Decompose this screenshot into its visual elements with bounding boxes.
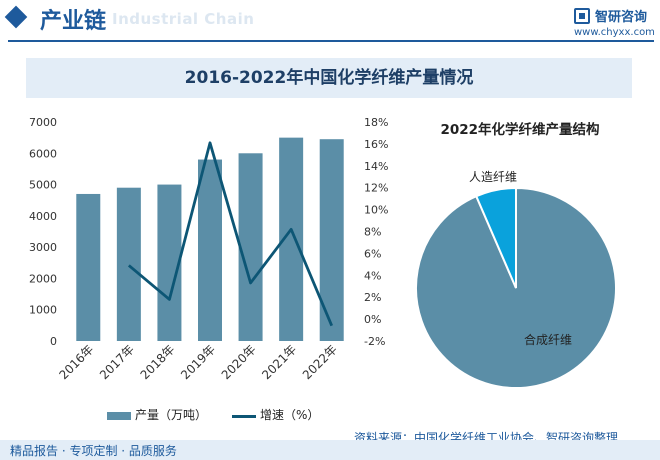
line-series — [127, 141, 334, 327]
bar-2016年 — [76, 193, 101, 341]
x-tick-label: 2017年 — [97, 342, 137, 382]
x-axis: 2016年 2017年 2018年 2019年 2020年 2021年 2022年 — [56, 342, 339, 382]
header: 产业链 Industrial Chain 智研咨询 www.chyxx.com — [0, 0, 660, 40]
bar-2020年 — [238, 153, 263, 341]
pie-label-artificial: 人造纤维 — [469, 170, 517, 184]
bar-2019年 — [198, 159, 222, 341]
section-title: 产业链 — [40, 9, 107, 34]
bar-2022年 — [319, 139, 344, 341]
y-right-tick: 2% — [364, 291, 381, 304]
bar-series — [76, 137, 344, 341]
x-tick-label: 2018年 — [138, 342, 178, 382]
y-right-tick: 16% — [364, 138, 388, 151]
x-tick-label: 2021年 — [259, 342, 299, 382]
y-left-tick: 0 — [50, 335, 57, 348]
y-left-tick: 1000 — [29, 304, 57, 317]
y-right-tick: 6% — [364, 247, 381, 260]
header-divider — [8, 40, 654, 42]
pie-label-synthetic: 合成纤维 — [524, 332, 572, 347]
legend-bar-label: 产量（万吨） — [135, 408, 208, 422]
title-band — [26, 58, 632, 98]
y-right-tick: 4% — [364, 269, 381, 282]
brand-url[interactable]: www.chyxx.com — [574, 27, 655, 38]
x-tick-label: 2022年 — [300, 342, 340, 382]
y-left-tick: 2000 — [29, 272, 57, 285]
y-left-tick: 5000 — [29, 179, 57, 192]
brand-logo-icon — [574, 8, 590, 24]
legend-line-swatch — [232, 415, 256, 418]
pie-chart: 合成纤维 人造纤维 — [415, 170, 617, 389]
brand-name: 智研咨询 — [595, 10, 648, 25]
y-left-tick: 3000 — [29, 241, 57, 254]
y-right-tick: 0% — [364, 313, 381, 326]
pie-title: 2022年化学纤维产量结构 — [440, 122, 600, 138]
growth-line — [127, 141, 334, 327]
bar-2017年 — [116, 187, 141, 341]
y-left-tick: 7000 — [29, 116, 57, 129]
y-right-tick: 12% — [364, 182, 388, 195]
y-left-tick: 4000 — [29, 210, 57, 223]
chart-main-title: 2016-2022年中国化学纤维产量情况 — [184, 68, 474, 88]
pie-slice-artificial — [474, 186, 517, 289]
y-axis-left: 0 1000 2000 3000 4000 5000 6000 7000 — [29, 116, 57, 348]
legend-bar-swatch — [107, 412, 131, 420]
y-right-tick: 14% — [364, 160, 388, 173]
y-left-tick: 6000 — [29, 147, 57, 160]
y-right-tick: 18% — [364, 116, 388, 129]
section-watermark: Industrial Chain — [112, 10, 255, 28]
y-right-tick: -2% — [364, 335, 385, 348]
y-right-tick: 10% — [364, 204, 388, 217]
x-tick-label: 2020年 — [219, 342, 259, 382]
x-tick-label: 2019年 — [178, 342, 218, 382]
footer-slogan: 精品报告 · 专项定制 · 品质服务 — [10, 444, 177, 458]
footer-band — [0, 440, 660, 460]
x-tick-label: 2016年 — [56, 342, 96, 382]
y-axis-right: -2% 0% 2% 4% 6% 8% 10% 12% 14% 16% 18% — [364, 116, 388, 348]
legend-line-label: 增速（%） — [260, 408, 320, 422]
bar-2018年 — [157, 184, 182, 341]
y-right-tick: 8% — [364, 226, 381, 239]
